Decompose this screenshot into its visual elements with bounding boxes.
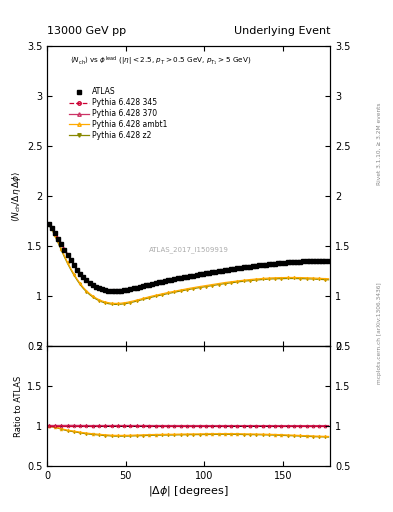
Text: 13000 GeV pp: 13000 GeV pp — [47, 26, 126, 36]
Y-axis label: $\langle N_\mathrm{ch}/\Delta\eta\,\Delta\phi\rangle$: $\langle N_\mathrm{ch}/\Delta\eta\,\Delt… — [10, 170, 23, 222]
Text: ATLAS_2017_I1509919: ATLAS_2017_I1509919 — [149, 247, 229, 253]
Text: $\langle N_\mathrm{ch}\rangle$ vs $\phi^\mathrm{lead}$ ($|\eta|<2.5$, $p_T>0.5$ : $\langle N_\mathrm{ch}\rangle$ vs $\phi^… — [70, 55, 252, 69]
Text: mcplots.cern.ch [arXiv:1306.3436]: mcplots.cern.ch [arXiv:1306.3436] — [377, 282, 382, 383]
Legend: ATLAS, Pythia 6.428 345, Pythia 6.428 370, Pythia 6.428 ambt1, Pythia 6.428 z2: ATLAS, Pythia 6.428 345, Pythia 6.428 37… — [68, 86, 169, 142]
Text: Rivet 3.1.10, ≥ 3.2M events: Rivet 3.1.10, ≥ 3.2M events — [377, 102, 382, 185]
Y-axis label: Ratio to ATLAS: Ratio to ATLAS — [14, 375, 23, 437]
X-axis label: $|\Delta\phi|$ [degrees]: $|\Delta\phi|$ [degrees] — [148, 483, 229, 498]
Text: Underlying Event: Underlying Event — [233, 26, 330, 36]
